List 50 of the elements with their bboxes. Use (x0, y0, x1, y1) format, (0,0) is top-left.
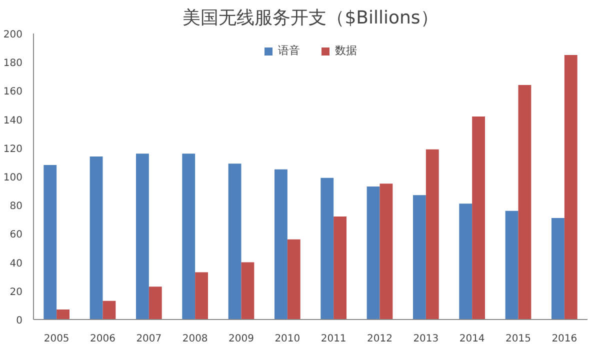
bar (274, 169, 288, 320)
bar (505, 210, 518, 320)
bar (228, 164, 242, 320)
bar (195, 272, 208, 320)
legend-label: 数据 (335, 43, 357, 58)
bar (136, 154, 149, 320)
bar (241, 262, 254, 320)
x-tick-label: 2012 (367, 334, 392, 344)
x-tick-label: 2006 (90, 334, 116, 344)
bar (551, 218, 564, 320)
y-tick-label: 20 (10, 286, 23, 298)
bar (459, 204, 472, 320)
x-tick-label: 2016 (552, 334, 578, 344)
x-tick-label: 2007 (136, 334, 162, 344)
y-tick-label: 120 (3, 144, 23, 155)
bar (56, 309, 70, 320)
x-tick-label: 2008 (182, 334, 208, 344)
bar (44, 165, 57, 320)
y-tick-label: 80 (10, 201, 23, 212)
y-tick-label: 180 (3, 58, 23, 70)
x-tick-label: 2011 (320, 334, 346, 344)
y-tick-label: 60 (10, 230, 23, 241)
y-tick-label: 40 (10, 258, 23, 270)
chart-title: 美国无线服务开支（$Billions） (182, 8, 438, 28)
bar (472, 116, 486, 320)
bar (518, 84, 532, 320)
x-tick-label: 2013 (413, 334, 439, 344)
y-tick-label: 140 (3, 115, 23, 126)
bar (102, 300, 116, 320)
bar (320, 178, 334, 320)
y-tick-label: 160 (3, 86, 23, 98)
x-tick-label: 2015 (506, 334, 531, 344)
bar (426, 149, 439, 320)
bar (287, 239, 300, 320)
x-tick-label: 2005 (44, 334, 70, 344)
bar (366, 186, 380, 320)
bar (334, 216, 347, 320)
bar (412, 195, 426, 320)
y-tick-label: 100 (3, 172, 23, 184)
y-tick-label: 0 (16, 316, 23, 326)
legend-label: 语音 (278, 43, 300, 58)
bar (564, 54, 578, 320)
y-tick-label: 200 (3, 30, 23, 40)
bar (380, 184, 393, 320)
x-tick-label: 2014 (459, 334, 485, 344)
x-tick-label: 2010 (274, 334, 300, 344)
bar (148, 286, 162, 320)
bar (90, 156, 103, 320)
x-tick-label: 2009 (228, 334, 254, 344)
bar (182, 154, 196, 320)
